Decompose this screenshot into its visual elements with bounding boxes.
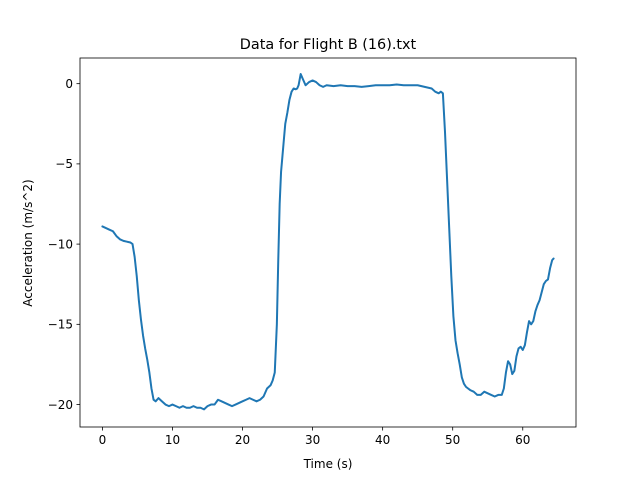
x-axis: 0 10 20 30 40 50 60 [99,427,530,447]
y-tick-label: −5 [55,157,73,171]
x-tick-label: 20 [235,433,250,447]
y-tick-label: −10 [48,237,73,251]
x-tick-label: 60 [515,433,530,447]
plot-area [79,57,577,428]
x-tick-label: 30 [305,433,320,447]
x-tick-label: 50 [445,433,460,447]
x-axis-label: Time (s) [303,457,353,471]
y-axis: 0 −5 −10 −15 −20 [48,77,80,412]
y-tick-label: −15 [48,318,73,332]
y-tick-label: 0 [65,77,73,91]
data-line-series-0 [101,73,555,411]
x-tick-label: 0 [99,433,107,447]
chart-title: Data for Flight B (16).txt [240,37,417,53]
x-tick-label: 40 [375,433,390,447]
x-tick-label: 10 [165,433,180,447]
y-tick-label: −20 [48,398,73,412]
y-axis-label: Acceleration (m/s^2) [21,179,35,306]
plot-frame [79,57,577,428]
